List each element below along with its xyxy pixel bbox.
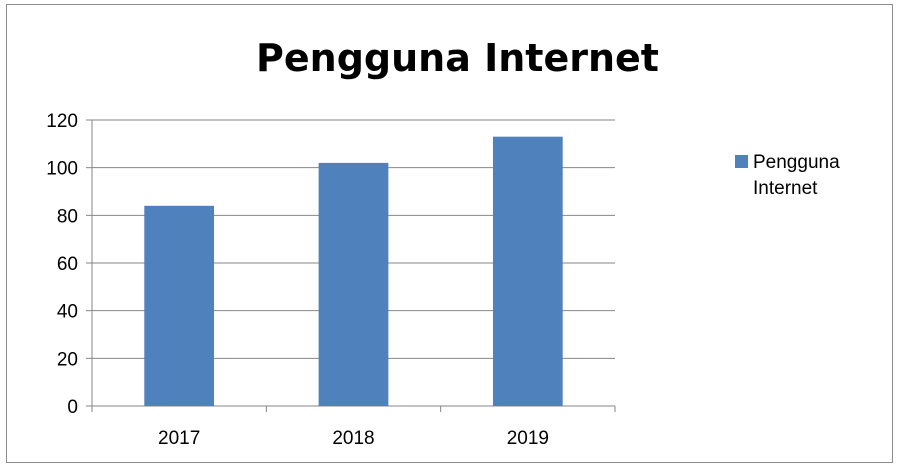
chart-title: Pengguna Internet bbox=[256, 36, 659, 80]
y-tick-label: 80 bbox=[57, 206, 78, 227]
y-tick-label: 20 bbox=[57, 349, 78, 370]
y-tick-label: 0 bbox=[67, 397, 78, 418]
bar-2018 bbox=[318, 162, 389, 406]
y-tick-label: 120 bbox=[46, 111, 78, 132]
bar-2019 bbox=[492, 136, 563, 406]
y-tick-label: 40 bbox=[57, 302, 78, 323]
y-tick-label: 60 bbox=[57, 254, 78, 275]
x-tick-label: 2019 bbox=[507, 428, 549, 449]
bar-2017 bbox=[144, 205, 215, 406]
chart-legend: Pengguna Internet bbox=[735, 150, 883, 202]
legend-label: Pengguna Internet bbox=[753, 152, 840, 199]
legend-swatch bbox=[735, 155, 748, 168]
x-tick-label: 2018 bbox=[332, 428, 374, 449]
x-tick-label: 2017 bbox=[158, 428, 200, 449]
y-tick-label: 100 bbox=[46, 159, 78, 180]
